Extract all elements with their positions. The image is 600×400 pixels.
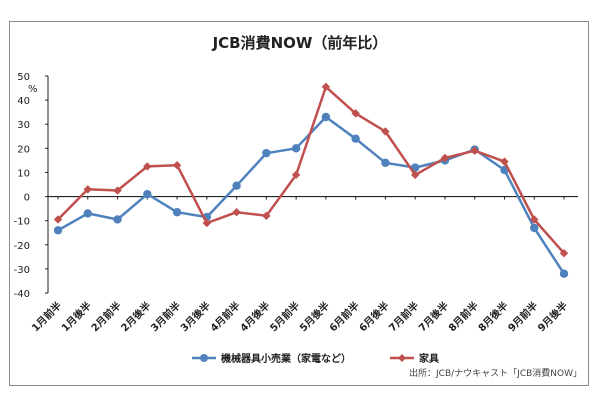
x-tick-label: 6月前半 — [326, 299, 361, 334]
data-point — [440, 153, 450, 163]
data-point — [53, 215, 63, 224]
y-tick-label: 40 — [17, 96, 30, 107]
data-point — [321, 82, 331, 92]
y-tick-label: 0 — [24, 193, 30, 204]
source-note: 出所：JCB/ナウキャスト「JCB消費NOW」 — [409, 369, 582, 379]
x-tick-label: 5月後半 — [297, 299, 332, 334]
data-point — [113, 215, 122, 224]
data-point — [232, 181, 241, 190]
data-point — [470, 146, 479, 155]
data-point — [113, 186, 122, 195]
data-point — [559, 269, 569, 278]
chart-title: JCB消費NOW（前年比） — [212, 34, 388, 52]
data-point — [291, 144, 301, 153]
legend-label: 機械器具小売業（家電など） — [221, 352, 351, 365]
data-point — [559, 249, 569, 258]
data-point — [143, 189, 152, 199]
data-point — [172, 161, 182, 170]
y-tick-label: 50 — [17, 72, 30, 83]
data-point — [232, 208, 241, 217]
x-tick-label: 3月前半 — [148, 299, 183, 334]
legend: 機械器具小売業（家電など） 家具 — [192, 352, 439, 365]
x-tick-label: 2月後半 — [118, 299, 153, 334]
data-point — [530, 215, 539, 224]
y-tick-label: 30 — [17, 120, 30, 131]
x-tick-label: 7月後半 — [416, 299, 451, 334]
data-point — [143, 162, 152, 171]
y-tick-label: -30 — [14, 265, 30, 276]
data-point — [351, 109, 360, 118]
x-tick-label: 5月前半 — [267, 299, 302, 334]
data-point — [410, 170, 420, 180]
y-tick-label: 10 — [17, 168, 30, 179]
chart-frame — [9, 21, 589, 386]
series-group — [53, 82, 569, 278]
data-point — [262, 148, 271, 158]
series-line — [57, 85, 565, 255]
legend-swatch-marker — [200, 354, 208, 362]
legend-label: 家具 — [419, 352, 439, 365]
data-point — [172, 208, 182, 217]
data-point — [83, 185, 92, 194]
axes — [45, 75, 578, 294]
x-tick-label: 8月後半 — [475, 299, 510, 334]
data-point — [53, 226, 63, 235]
x-tick-label: 6月後半 — [356, 299, 391, 334]
y-tick-label: -20 — [14, 241, 30, 252]
x-tick-label: 4月前半 — [207, 299, 242, 334]
x-tick-label: 1月後半 — [59, 299, 94, 334]
x-tick-label: 3月後半 — [178, 299, 213, 334]
x-tick-label: 8月前半 — [445, 299, 480, 334]
data-point — [500, 157, 509, 166]
y-tick-label: -40 — [14, 289, 30, 300]
data-point — [381, 127, 390, 136]
data-point — [83, 209, 92, 218]
x-tick-label: 1月前半 — [29, 299, 64, 334]
data-point — [291, 170, 301, 180]
data-point — [202, 218, 212, 228]
series-line — [57, 115, 566, 275]
data-point — [381, 158, 390, 167]
data-point — [262, 211, 271, 221]
x-tick-label: 7月前半 — [386, 299, 421, 334]
x-tick-label: 2月前半 — [88, 299, 123, 334]
x-tick-label: 9月前半 — [505, 299, 540, 334]
legend-swatch-marker — [398, 354, 406, 362]
x-tick-label: 9月後半 — [535, 299, 570, 334]
y-axis-ticks: -40 -30 -20 -10 0 10 20 30 40 50 — [14, 72, 30, 300]
x-axis-ticks: 1月前半1月後半2月前半2月後半3月前半3月後半4月前半4月後半5月前半5月後半… — [29, 299, 570, 334]
data-point — [321, 112, 331, 122]
y-tick-label: 20 — [17, 144, 30, 155]
data-point — [351, 134, 360, 143]
y-axis-unit: % — [28, 84, 38, 95]
x-tick-label: 4月後半 — [237, 299, 272, 334]
data-point — [530, 223, 539, 233]
y-tick-label: -10 — [14, 217, 30, 228]
